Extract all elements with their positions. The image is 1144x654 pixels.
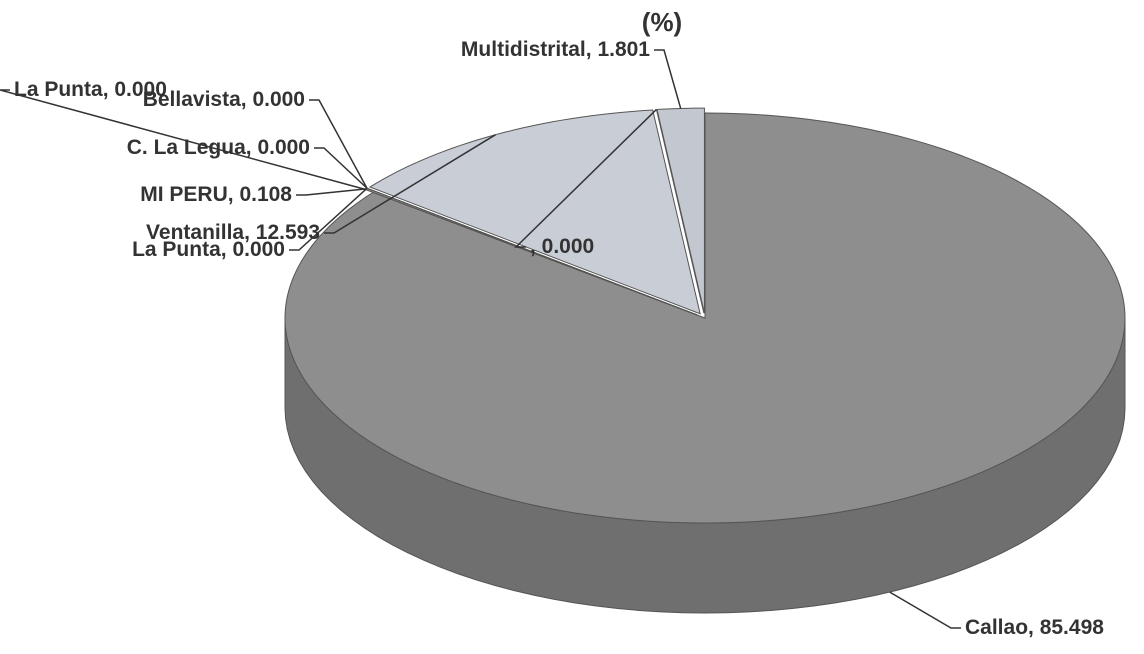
- label-separator: ,: [221, 238, 233, 261]
- label-separator: ,: [586, 38, 598, 61]
- leader-line: [296, 188, 367, 196]
- category-name: C. La Legua: [127, 136, 246, 159]
- category-name: La Punta: [132, 238, 221, 261]
- leader-line: [0, 89, 366, 191]
- leader-line: [309, 99, 368, 189]
- category-name: Ventanilla: [146, 221, 244, 244]
- label-separator: ,: [246, 136, 258, 159]
- value-label: 0.108: [239, 183, 292, 206]
- category-name: Bellavista: [143, 88, 241, 111]
- label-separator: ,: [103, 78, 115, 101]
- data-label: Callao, 85.498: [965, 616, 1104, 639]
- pie-slice: [656, 107, 705, 314]
- label-separator: ,: [530, 235, 542, 258]
- data-label: C. La Legua, 0.000: [127, 136, 310, 159]
- leader-line: [654, 49, 682, 109]
- data-label: Bellavista, 0.000: [143, 88, 305, 111]
- data-label: Ventanilla, 12.593: [146, 221, 320, 244]
- value-label: 12.593: [256, 221, 320, 244]
- data-label: , 0.000: [530, 235, 594, 258]
- category-name: La Punta: [14, 78, 103, 101]
- label-separator: ,: [241, 88, 253, 111]
- value-label: 0.000: [232, 238, 285, 261]
- leader-line: [314, 147, 368, 189]
- data-label: MI PERU, 0.108: [140, 183, 292, 206]
- data-label: La Punta, 0.000: [132, 238, 285, 261]
- value-label: 0.000: [542, 235, 595, 258]
- value-label: 0.000: [114, 78, 167, 101]
- pie-slice: [284, 112, 1126, 524]
- leader-line: [514, 108, 657, 248]
- leader-line: [289, 187, 368, 251]
- value-label: 85.498: [1040, 616, 1105, 639]
- value-label: 0.000: [252, 88, 305, 111]
- label-separator: ,: [1028, 616, 1040, 639]
- leader-line: [324, 134, 496, 234]
- category-name: Callao: [965, 616, 1028, 639]
- value-label: 1.801: [597, 38, 650, 61]
- value-label: 0.000: [257, 136, 310, 159]
- data-label: Multidistrital, 1.801: [461, 38, 650, 61]
- category-name: Multidistrital: [461, 38, 586, 61]
- label-separator: ,: [228, 183, 240, 206]
- data-label: La Punta, 0.000: [14, 78, 167, 101]
- category-name: MI PERU: [140, 183, 228, 206]
- leader-line: [889, 591, 961, 629]
- label-separator: ,: [244, 221, 256, 244]
- chart-title: (%): [642, 7, 682, 37]
